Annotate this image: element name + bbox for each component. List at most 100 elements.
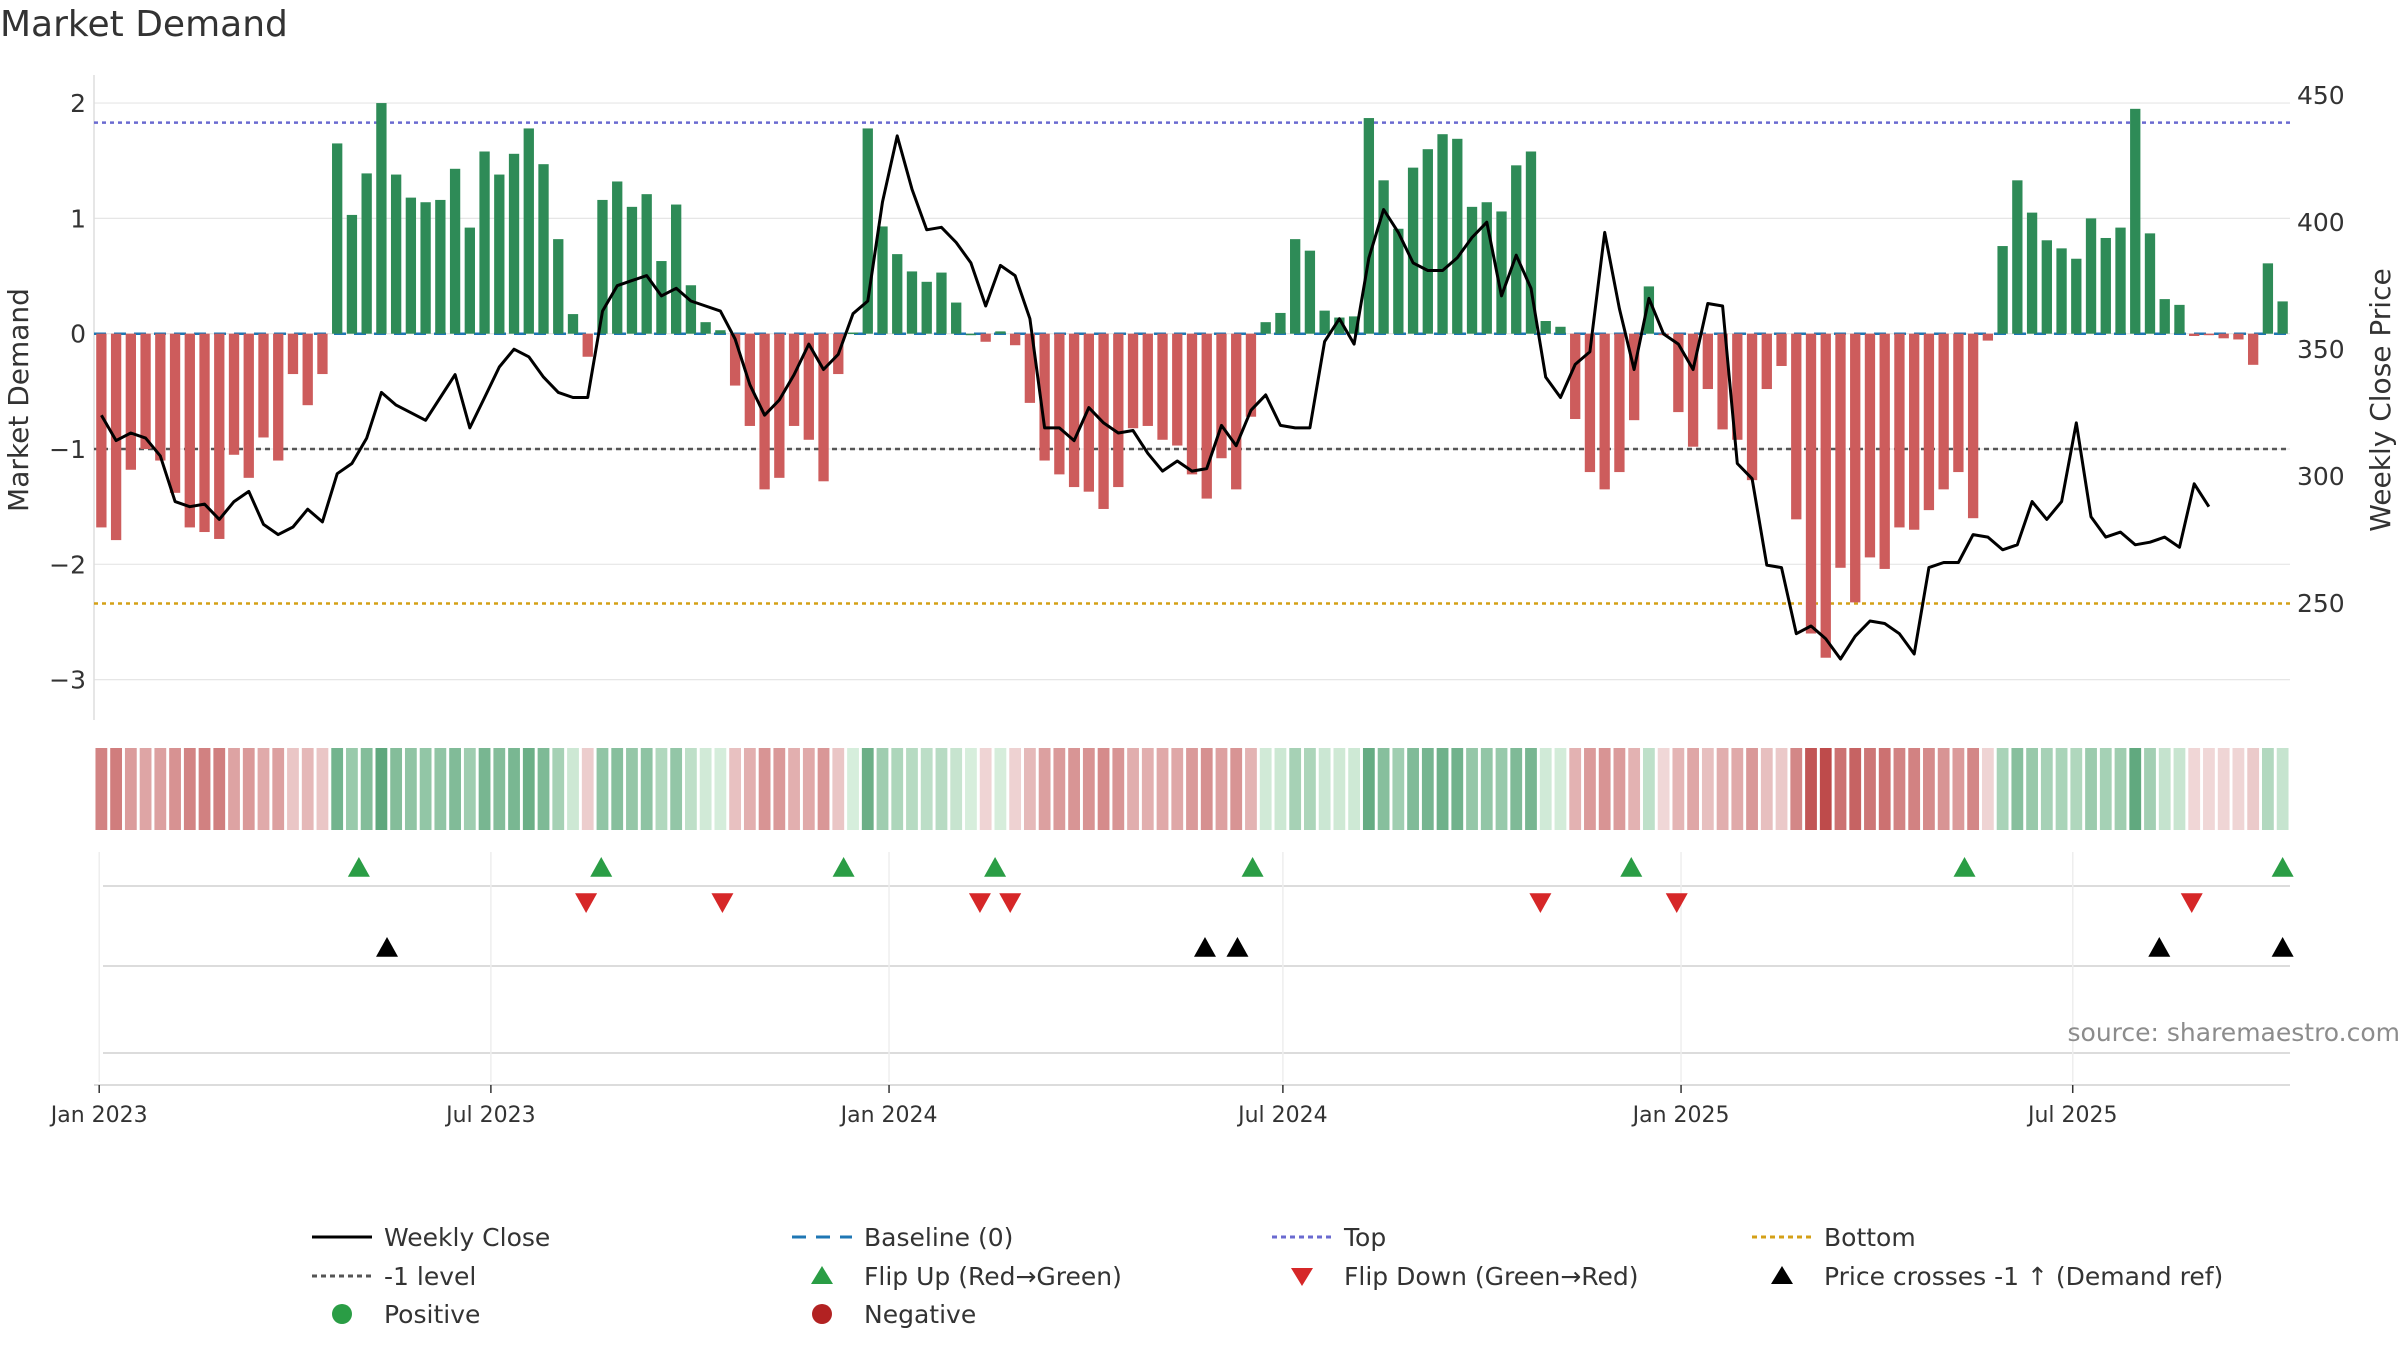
heat-cell (1230, 748, 1243, 830)
demand-bar (420, 202, 431, 334)
demand-bar (199, 333, 210, 533)
demand-bar (1938, 333, 1949, 490)
legend-item: -1 level (312, 1262, 476, 1291)
demand-bar (759, 333, 770, 490)
demand-bar (567, 314, 579, 334)
price-cross-marker (376, 937, 399, 957)
legend-label: Price crosses -1 ↑ (Demand ref) (1824, 1262, 2223, 1291)
heat-cell (1171, 748, 1184, 830)
x-tick-label: Jan 2024 (839, 1103, 938, 1128)
demand-bar (729, 333, 741, 386)
heat-cell (876, 748, 889, 830)
demand-bar (273, 333, 284, 461)
heat-cell (1908, 748, 1921, 830)
heat-cell (1215, 748, 1228, 830)
legend-item: Bottom (1752, 1223, 1916, 1252)
heat-cell (272, 748, 285, 830)
demand-bar (965, 333, 977, 336)
heat-cell (434, 748, 447, 830)
heat-cell (655, 748, 668, 830)
heat-cell (1672, 748, 1685, 830)
y-tick-label: −2 (49, 550, 86, 579)
demand-bar (1378, 180, 1389, 334)
demand-bar (169, 333, 181, 493)
demand-bar (582, 333, 593, 357)
demand-bar (1614, 333, 1625, 473)
demand-bar (2071, 258, 2082, 334)
demand-bar (1216, 333, 1227, 459)
demand-bar (1407, 167, 1419, 334)
flip-down-marker (968, 893, 991, 913)
heat-cell (950, 748, 963, 830)
demand-bar (1275, 312, 1286, 334)
demand-bar (1702, 333, 1713, 390)
demand-bar (1009, 333, 1021, 346)
heat-cell (552, 748, 565, 830)
heat-cell (1348, 748, 1361, 830)
heat-cell (1642, 748, 1655, 830)
heat-cell (847, 748, 859, 830)
heat-cell (891, 748, 904, 830)
heat-cell (817, 748, 830, 830)
demand-bar (1083, 333, 1094, 492)
heat-cell (124, 748, 137, 830)
legend-item: Positive (332, 1300, 480, 1329)
heat-cell (2040, 748, 2053, 830)
flip-down-marker (711, 893, 734, 913)
flip-down-marker (2180, 893, 2203, 913)
heat-cell (802, 748, 815, 830)
legend-item: Weekly Close (312, 1223, 550, 1252)
demand-bar (332, 143, 343, 334)
flip-up-marker (1953, 857, 1976, 877)
legend-label: Baseline (0) (864, 1223, 1013, 1252)
heat-cell (2099, 748, 2112, 830)
heat-cell (1053, 748, 1066, 830)
flip-up-marker (984, 857, 1007, 877)
legend-item: Flip Down (Green→Red) (1291, 1262, 1639, 1291)
heat-cell (773, 748, 786, 830)
demand-bar (1290, 239, 1301, 334)
heat-cell (1377, 748, 1390, 830)
heat-cell (729, 748, 742, 830)
heat-cell (1495, 748, 1508, 830)
heat-cell (965, 748, 977, 830)
flip-down-marker (999, 893, 1022, 913)
demand-bar (1570, 333, 1581, 420)
legend-item: Baseline (0) (792, 1223, 1013, 1252)
demand-bar (1348, 316, 1360, 334)
demand-bar (2174, 304, 2185, 334)
heat-cell (1525, 748, 1537, 830)
heat-cell (1967, 748, 1980, 830)
demand-bar (1835, 333, 1846, 568)
heat-cell (1819, 748, 1832, 830)
demand-bar (1909, 333, 1920, 530)
demand-bar (2115, 227, 2126, 334)
x-tick-label: Jul 2024 (1236, 1103, 1328, 1128)
heat-cell (2261, 748, 2274, 830)
demand-bar (980, 333, 991, 342)
y-tick-label: 1 (70, 204, 86, 233)
legend: Weekly Close Baseline (0) Top Bottom -1 leve… (312, 1223, 2223, 1329)
demand-bar (1967, 333, 1979, 519)
heat-cell (1701, 748, 1714, 830)
demand-bar (862, 128, 873, 334)
heat-cell (1849, 748, 1862, 830)
demand-bar (214, 333, 225, 539)
demand-bar (508, 153, 520, 334)
demand-bar (1437, 134, 1448, 334)
demand-bar (1231, 333, 1242, 490)
demand-bar (2233, 333, 2244, 340)
heat-cell (699, 748, 712, 830)
heat-cell (522, 748, 535, 830)
heat-cell (1156, 748, 1169, 830)
demand-bar (1068, 333, 1080, 488)
heat-cell (1274, 748, 1287, 830)
demand-bar (140, 333, 151, 450)
demand-bar (892, 254, 903, 334)
heat-cell (1289, 748, 1302, 830)
heat-cell (316, 748, 329, 830)
demand-bar (2203, 333, 2215, 336)
heat-cell (1834, 748, 1847, 830)
demand-bar (715, 330, 726, 334)
demand-bar (1039, 333, 1050, 461)
